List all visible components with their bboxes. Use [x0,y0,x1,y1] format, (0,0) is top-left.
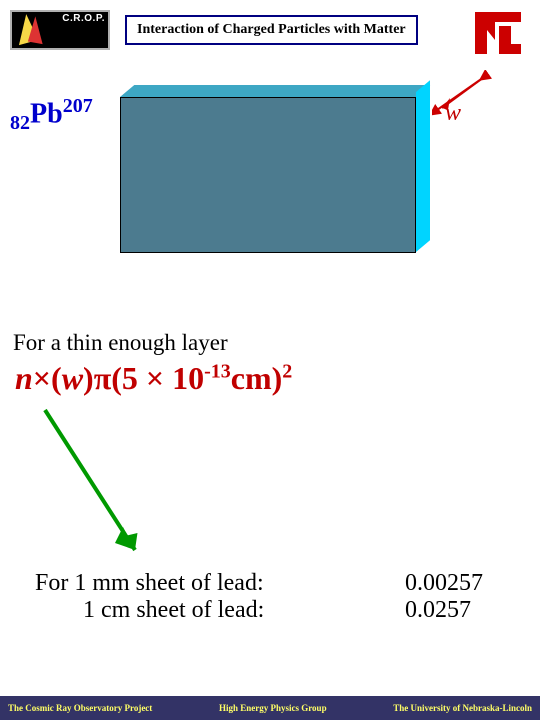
isotope-label: 82Pb207 [10,95,93,135]
atomic-number: 82 [10,112,30,134]
footer-center: High Energy Physics Group [219,703,327,713]
result-line1-label: For 1 mm sheet of lead: [35,570,264,597]
footer: The Cosmic Ray Observatory Project High … [0,696,540,720]
width-label: w [445,100,461,127]
mass-number: 207 [63,95,93,117]
width-arrow [432,70,492,120]
result-line1-value: 0.00257 [405,570,483,597]
header: C.R.O.P. Interaction of Charged Particle… [0,0,540,60]
footer-left: The Cosmic Ray Observatory Project [8,703,152,713]
results-block: For 1 mm sheet of lead: 0.00257 1 cm she… [35,570,264,624]
result-line2-label: 1 cm sheet of lead: [35,597,264,624]
nebraska-logo [471,8,525,58]
result-line2-value: 0.0257 [405,597,471,624]
page-title: Interaction of Charged Particles with Ma… [125,15,418,45]
crop-logo: C.R.O.P. [10,10,110,50]
green-arrow [35,405,155,565]
crop-logo-text: C.R.O.P. [62,13,105,24]
element-symbol: Pb [30,98,63,129]
lead-block-diagram [120,90,430,255]
equation: n×(w)π(5 × 10-13cm)2 [15,360,292,397]
thin-layer-text: For a thin enough layer [13,330,228,356]
footer-right: The University of Nebraska-Lincoln [393,703,532,713]
